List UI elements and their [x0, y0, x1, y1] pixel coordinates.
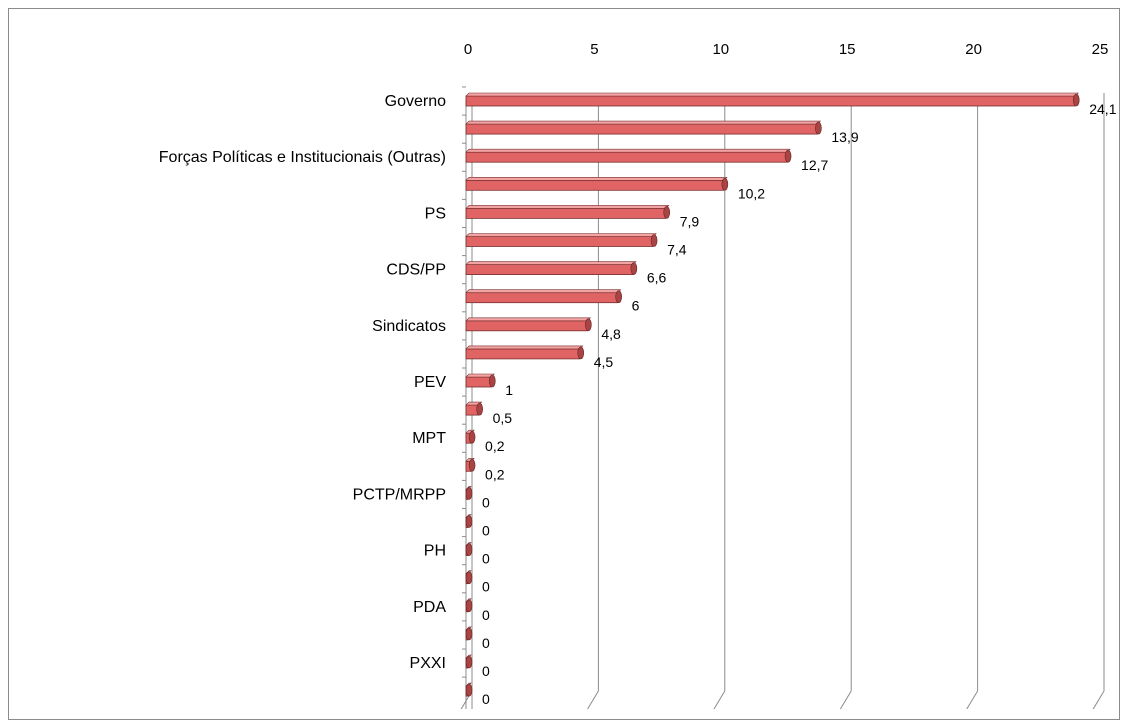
category-label: Governo: [385, 93, 446, 110]
bar-end-cap: [465, 655, 473, 669]
bar-top-face: [465, 261, 637, 265]
bar-top-face: [465, 120, 822, 125]
chart-frame: 0 5 10 15 20 25 Governo Forças Políticas e Ins…: [8, 8, 1120, 720]
bar-end-cap: [476, 402, 483, 416]
bar-end-cap: [465, 487, 473, 500]
value-label: 1: [505, 382, 513, 398]
bar: [465, 348, 581, 360]
bar-end-cap: [650, 234, 658, 247]
value-label: 0,5: [493, 410, 513, 426]
bar: [465, 320, 588, 332]
bar: [465, 123, 818, 135]
value-label: 0: [482, 579, 490, 595]
grid-layer: [460, 93, 1105, 709]
tick-labels: 0 5 10 15 20 25: [464, 41, 1109, 58]
bar-end-cap: [577, 346, 585, 360]
value-label: 0,2: [485, 438, 505, 454]
category-label: PCTP/MRPP: [353, 486, 446, 503]
gridline-floor: [713, 690, 726, 709]
value-label: 4,8: [601, 326, 621, 342]
x-tick-label: 20: [965, 41, 982, 58]
category-label: PH: [424, 543, 446, 560]
x-tick-label: 15: [839, 41, 856, 58]
x-tick-label: 0: [464, 41, 472, 58]
bar-end-cap: [1072, 93, 1080, 107]
bar-top-face: [465, 233, 657, 237]
value-label: 0: [482, 691, 490, 707]
value-label: 0,2: [485, 466, 505, 482]
gridline-floor: [1092, 690, 1105, 709]
value-label: 0: [482, 635, 490, 651]
bar: [465, 179, 725, 191]
value-labels: 24,1 13,912,7 10,2 7,9 7,46,6 6 4,8 4,5 1 0,5 0,2 0…: [482, 101, 1117, 707]
bar-top-face: [465, 205, 670, 209]
gridline-floor: [587, 690, 599, 709]
bar-top-face: [465, 373, 496, 378]
bar: [465, 376, 492, 388]
bar: [465, 236, 654, 247]
category-label: PXXI: [410, 655, 446, 672]
category-label: CDS/PP: [386, 262, 446, 279]
value-label: 0: [482, 523, 490, 539]
bar-end-cap: [465, 627, 473, 641]
value-label: 0: [482, 494, 490, 510]
bar-end-cap: [784, 149, 792, 163]
gridline-floor: [839, 690, 852, 709]
value-label: 10,2: [738, 185, 765, 201]
bar-top-face: [465, 289, 622, 294]
bar-top-face: [465, 317, 592, 322]
bar: [465, 264, 634, 276]
category-label: PEV: [414, 374, 446, 391]
bar-end-cap: [585, 318, 592, 332]
bar-end-cap: [465, 683, 473, 697]
category-label: PDA: [413, 599, 446, 616]
value-label: 0: [482, 663, 490, 679]
bar-end-cap: [465, 543, 473, 556]
bar-top-face: [465, 92, 1079, 97]
category-label: Forças Políticas e Institucionais (Outra…: [159, 149, 446, 166]
bar-end-cap: [465, 599, 473, 613]
bar-top-face: [465, 345, 584, 350]
category-label: Sindicatos: [372, 318, 446, 335]
value-label: 12,7: [801, 157, 828, 173]
bar-end-cap: [468, 430, 476, 444]
x-tick-label: 10: [712, 41, 729, 58]
x-tick-label: 5: [590, 41, 598, 58]
bar: [465, 207, 667, 219]
value-label: 7,4: [667, 242, 687, 258]
bar-end-cap: [663, 206, 671, 219]
bar-end-cap: [630, 262, 638, 275]
value-label: 7,9: [680, 213, 700, 229]
category-labels: Governo Forças Políticas e Institucionais…: [159, 93, 447, 672]
bar-end-cap: [468, 458, 476, 472]
bar-end-cap: [815, 121, 822, 135]
bar: [465, 292, 619, 304]
bars: [465, 92, 1080, 697]
x-tick-label: 25: [1092, 41, 1109, 58]
value-label: 4,5: [594, 354, 614, 370]
category-label: PS: [425, 205, 446, 222]
category-label: MPT: [412, 430, 446, 447]
value-label: 0: [482, 551, 490, 567]
value-label: 6: [632, 298, 640, 314]
bar: [465, 151, 788, 163]
value-label: 13,9: [831, 129, 858, 145]
bar-end-cap: [488, 374, 496, 388]
bar-end-cap: [721, 178, 729, 191]
value-label: 6,6: [647, 270, 667, 286]
value-label: 0: [482, 607, 490, 623]
bar: [465, 95, 1076, 107]
value-label: 24,1: [1089, 101, 1116, 117]
bar-end-cap: [465, 515, 473, 528]
bar-top-face: [465, 148, 791, 153]
bar-end-cap: [615, 290, 622, 304]
gridline-floor: [966, 690, 979, 709]
bar-end-cap: [465, 571, 473, 585]
bar-top-face: [465, 177, 728, 181]
